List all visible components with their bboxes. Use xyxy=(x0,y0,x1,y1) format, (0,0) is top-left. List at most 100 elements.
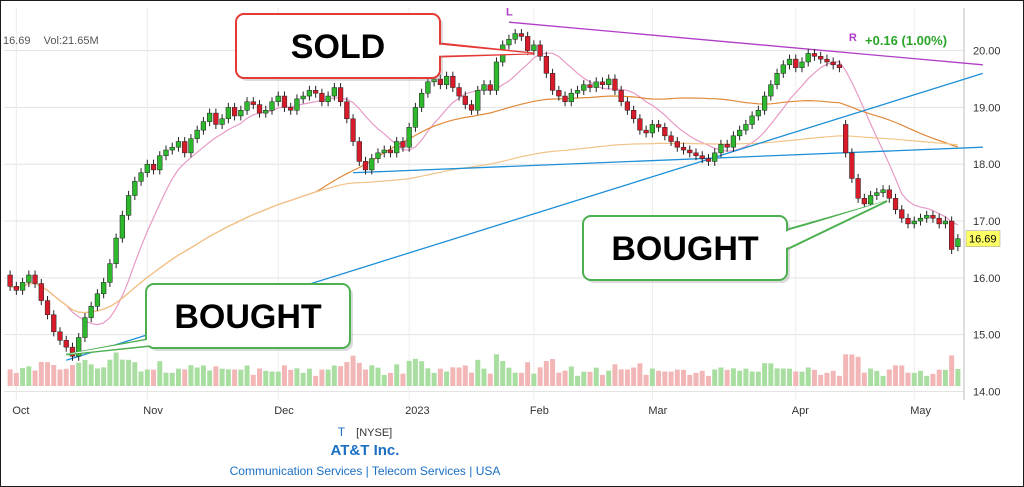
candle-body xyxy=(125,195,132,216)
candle-body xyxy=(899,209,905,219)
volume-bar xyxy=(612,364,618,386)
candle-body xyxy=(387,149,394,154)
volume-bar xyxy=(518,372,524,386)
ticker-symbol[interactable]: T xyxy=(337,425,346,439)
candle-body xyxy=(755,110,761,117)
candle-body xyxy=(443,75,450,85)
candle-body xyxy=(606,78,612,85)
y-tick-label: 16.00 xyxy=(973,273,1001,285)
volume-bar xyxy=(250,374,256,386)
volume-bar xyxy=(20,367,26,386)
candle-body xyxy=(144,163,150,174)
candle-body xyxy=(113,237,119,264)
volume-bar xyxy=(288,369,294,386)
candle-body xyxy=(574,90,581,94)
volume-bar xyxy=(543,361,549,386)
candle-body xyxy=(737,129,743,137)
volume-bar xyxy=(119,359,125,386)
volume-bar xyxy=(207,370,213,386)
volume-bar xyxy=(805,367,811,386)
volume-bar xyxy=(755,371,761,386)
candle-body xyxy=(94,293,101,307)
candle-body xyxy=(599,81,606,85)
volume-bar xyxy=(126,359,132,386)
candle-body xyxy=(337,87,344,102)
volume-bar xyxy=(668,371,674,386)
volume-bar xyxy=(45,362,51,386)
candle-body xyxy=(905,217,911,225)
candle-body xyxy=(718,144,724,154)
candle-body xyxy=(7,274,13,287)
candle-body xyxy=(163,149,169,156)
candle-body xyxy=(649,124,655,134)
sector-line[interactable]: Communication Services | Telecom Service… xyxy=(229,464,501,478)
volume-bar xyxy=(587,371,593,386)
volume-bar xyxy=(531,373,537,386)
candle-body xyxy=(587,84,593,88)
x-tick-label: Oct xyxy=(12,405,29,417)
candle-body xyxy=(855,178,861,199)
volume-bar xyxy=(631,367,637,386)
volume-bar xyxy=(375,367,381,386)
candle-body xyxy=(493,61,500,91)
callout-pointer-fill xyxy=(748,201,886,259)
last-price-label: 16.69 xyxy=(965,230,1001,247)
candle-body xyxy=(830,61,836,66)
candle-body xyxy=(824,58,830,63)
candle-body xyxy=(693,152,699,156)
candle-body xyxy=(207,112,213,122)
x-tick-label: Apr xyxy=(792,405,809,417)
candle-body xyxy=(406,127,412,148)
candle-body xyxy=(51,314,57,333)
volume-bar xyxy=(294,368,300,386)
volume-bar xyxy=(82,359,88,386)
company-name[interactable]: AT&T Inc. xyxy=(330,442,400,459)
ticker-line: T [NYSE] xyxy=(0,425,730,439)
last-price-text: 16.69 xyxy=(969,234,997,246)
candle-body xyxy=(631,110,637,120)
candle-body xyxy=(300,95,306,100)
volume-bar xyxy=(275,371,281,386)
volume-bar xyxy=(344,362,350,386)
volume-bar xyxy=(699,370,705,386)
volume-bar xyxy=(481,368,487,386)
candle-body xyxy=(356,141,362,162)
last-price: 16.69 xyxy=(3,35,31,47)
candle-body xyxy=(150,163,157,171)
volume-bar xyxy=(568,366,574,386)
pattern-marker: R xyxy=(849,32,857,44)
volume-bar xyxy=(762,363,768,386)
candle-body xyxy=(518,33,525,37)
volume-bar xyxy=(581,371,587,386)
volume-bar xyxy=(662,371,668,386)
volume-bar xyxy=(188,365,194,386)
volume-bar xyxy=(880,375,886,386)
x-tick-label: Nov xyxy=(143,405,163,417)
volume-bar xyxy=(893,365,899,386)
candle-body xyxy=(362,161,369,171)
candle-body xyxy=(419,92,425,108)
x-tick-label: Dec xyxy=(274,405,294,417)
volume-bar xyxy=(799,371,805,386)
volume-bar xyxy=(624,369,630,386)
candle-body xyxy=(200,121,207,131)
candle-body xyxy=(643,129,649,134)
volume-bar xyxy=(861,372,867,386)
volume-bar xyxy=(113,352,119,386)
candle-body xyxy=(593,81,599,88)
volume-bar xyxy=(774,368,780,386)
candle-body xyxy=(26,274,32,283)
candle-body xyxy=(917,217,924,222)
candle-body xyxy=(250,101,256,105)
candle-body xyxy=(786,58,793,66)
moving-average-line xyxy=(9,95,959,314)
volume-bar xyxy=(942,369,948,386)
candle-body xyxy=(506,38,512,46)
volume-bar xyxy=(175,368,181,386)
candle-body xyxy=(394,141,400,154)
y-tick-label: 20.00 xyxy=(973,46,1001,58)
volume-bar xyxy=(824,372,830,386)
candle-body xyxy=(425,81,431,94)
candle-body xyxy=(811,53,818,57)
candle-body xyxy=(412,107,419,128)
